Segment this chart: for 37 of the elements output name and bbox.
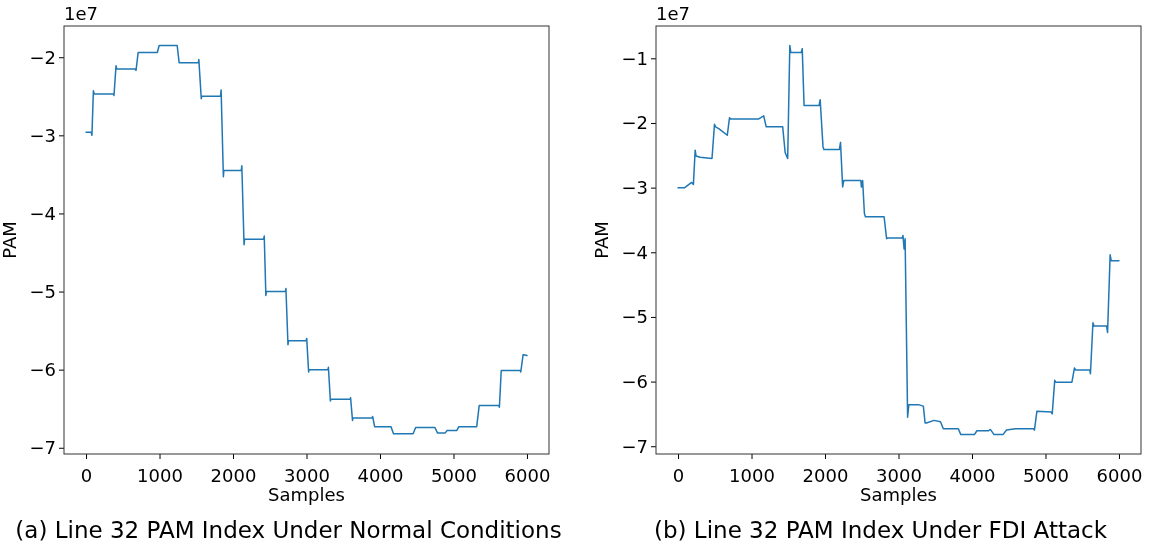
- y-tick-label: −4: [621, 241, 648, 263]
- x-tick-label: 4000: [357, 464, 404, 486]
- y-axis-title: PAM: [0, 221, 20, 259]
- y-tick-label: −4: [29, 202, 56, 224]
- y-tick-label: −7: [621, 435, 648, 457]
- y-tick-label: −6: [621, 370, 648, 392]
- x-tick-label: 4000: [949, 464, 996, 486]
- y-tick-label: −7: [29, 437, 56, 459]
- x-axis-title: Samples: [860, 484, 937, 505]
- y-tick-label: −5: [29, 280, 56, 302]
- x-tick-label: 6000: [504, 464, 551, 486]
- text: 1e7: [64, 3, 98, 24]
- x-tick-label: 2000: [210, 464, 257, 486]
- x-tick-label: 1000: [729, 464, 775, 486]
- x-tick-label: 3000: [876, 464, 922, 486]
- x-tick-label: 3000: [284, 464, 330, 486]
- y-axis-title: PAM: [591, 221, 612, 259]
- x-tick-label: 5000: [431, 464, 477, 486]
- line-series: [85, 44, 528, 435]
- y-tick-label: −6: [29, 358, 56, 380]
- y-tick-label: −1: [621, 47, 648, 69]
- x-tick-label: 6000: [1096, 464, 1143, 486]
- y-tick-label: −2: [621, 112, 648, 134]
- text: (a) Line 32 PAM Index Under Normal Conditions: [15, 517, 562, 543]
- y-tick-label: −2: [29, 46, 56, 68]
- x-tick-label: 0: [672, 464, 685, 486]
- x-axis-title: Samples: [268, 484, 345, 505]
- line-series: [677, 44, 1120, 436]
- x-tick-label: 2000: [802, 464, 849, 486]
- y-tick-label: −3: [29, 124, 56, 146]
- y-tick-label: −3: [621, 176, 648, 198]
- x-tick-label: 5000: [1023, 464, 1069, 486]
- x-tick-label: 1000: [137, 464, 183, 486]
- text: 1e7: [656, 3, 690, 24]
- y-tick-label: −5: [621, 306, 648, 328]
- x-tick-label: 0: [80, 464, 93, 486]
- text: (b) Line 32 PAM Index Under FDI Attack: [654, 517, 1108, 543]
